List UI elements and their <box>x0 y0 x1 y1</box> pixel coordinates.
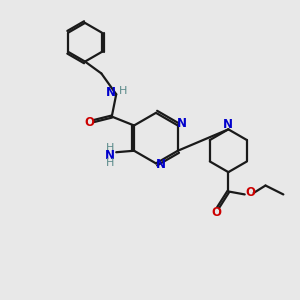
Text: H: H <box>106 143 115 153</box>
Text: O: O <box>85 116 94 129</box>
Text: N: N <box>106 86 116 99</box>
Text: O: O <box>245 186 255 199</box>
Text: N: N <box>224 118 233 131</box>
Text: N: N <box>105 149 115 162</box>
Text: H: H <box>118 86 127 96</box>
Text: O: O <box>212 206 221 219</box>
Text: N: N <box>177 118 187 130</box>
Text: N: N <box>155 158 165 171</box>
Text: H: H <box>106 158 115 168</box>
